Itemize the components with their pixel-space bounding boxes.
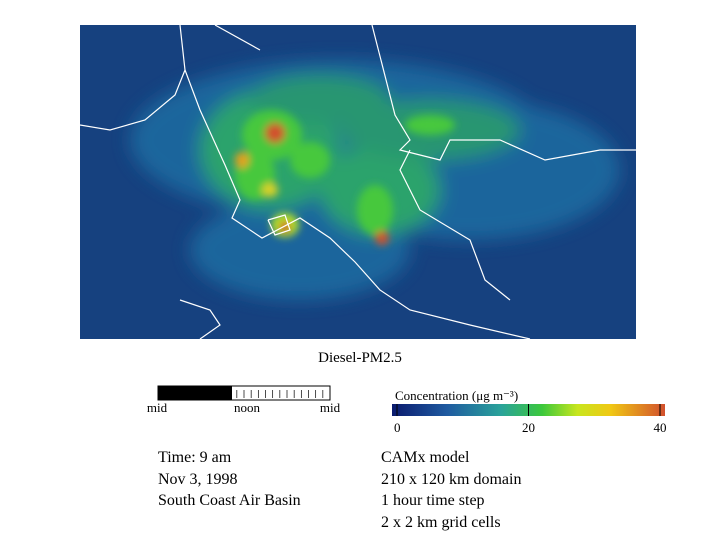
info-line: Nov 3, 1998 <box>158 471 238 488</box>
clock-label: noon <box>234 400 261 415</box>
concentration-map <box>80 25 636 339</box>
colorbar-tick-label: 40 <box>654 420 667 435</box>
clock-label: mid <box>147 400 168 415</box>
model-line: 2 x 2 km grid cells <box>381 514 501 531</box>
clock-bar <box>157 385 331 401</box>
model-line: 1 hour time step <box>381 492 485 509</box>
model-line: 210 x 120 km domain <box>381 471 521 488</box>
info-line: Time: 9 am <box>158 449 232 466</box>
map-title: Diesel-PM2.5 <box>318 350 402 366</box>
clock-label: mid <box>320 400 341 415</box>
colorbar-label: Concentration (μg m⁻³) <box>395 388 518 403</box>
model-line: CAMx model <box>381 449 470 466</box>
info-line: South Coast Air Basin <box>158 492 301 509</box>
colorbar-tick-label: 20 <box>522 420 535 435</box>
colorbar-tick-label: 0 <box>394 420 401 435</box>
